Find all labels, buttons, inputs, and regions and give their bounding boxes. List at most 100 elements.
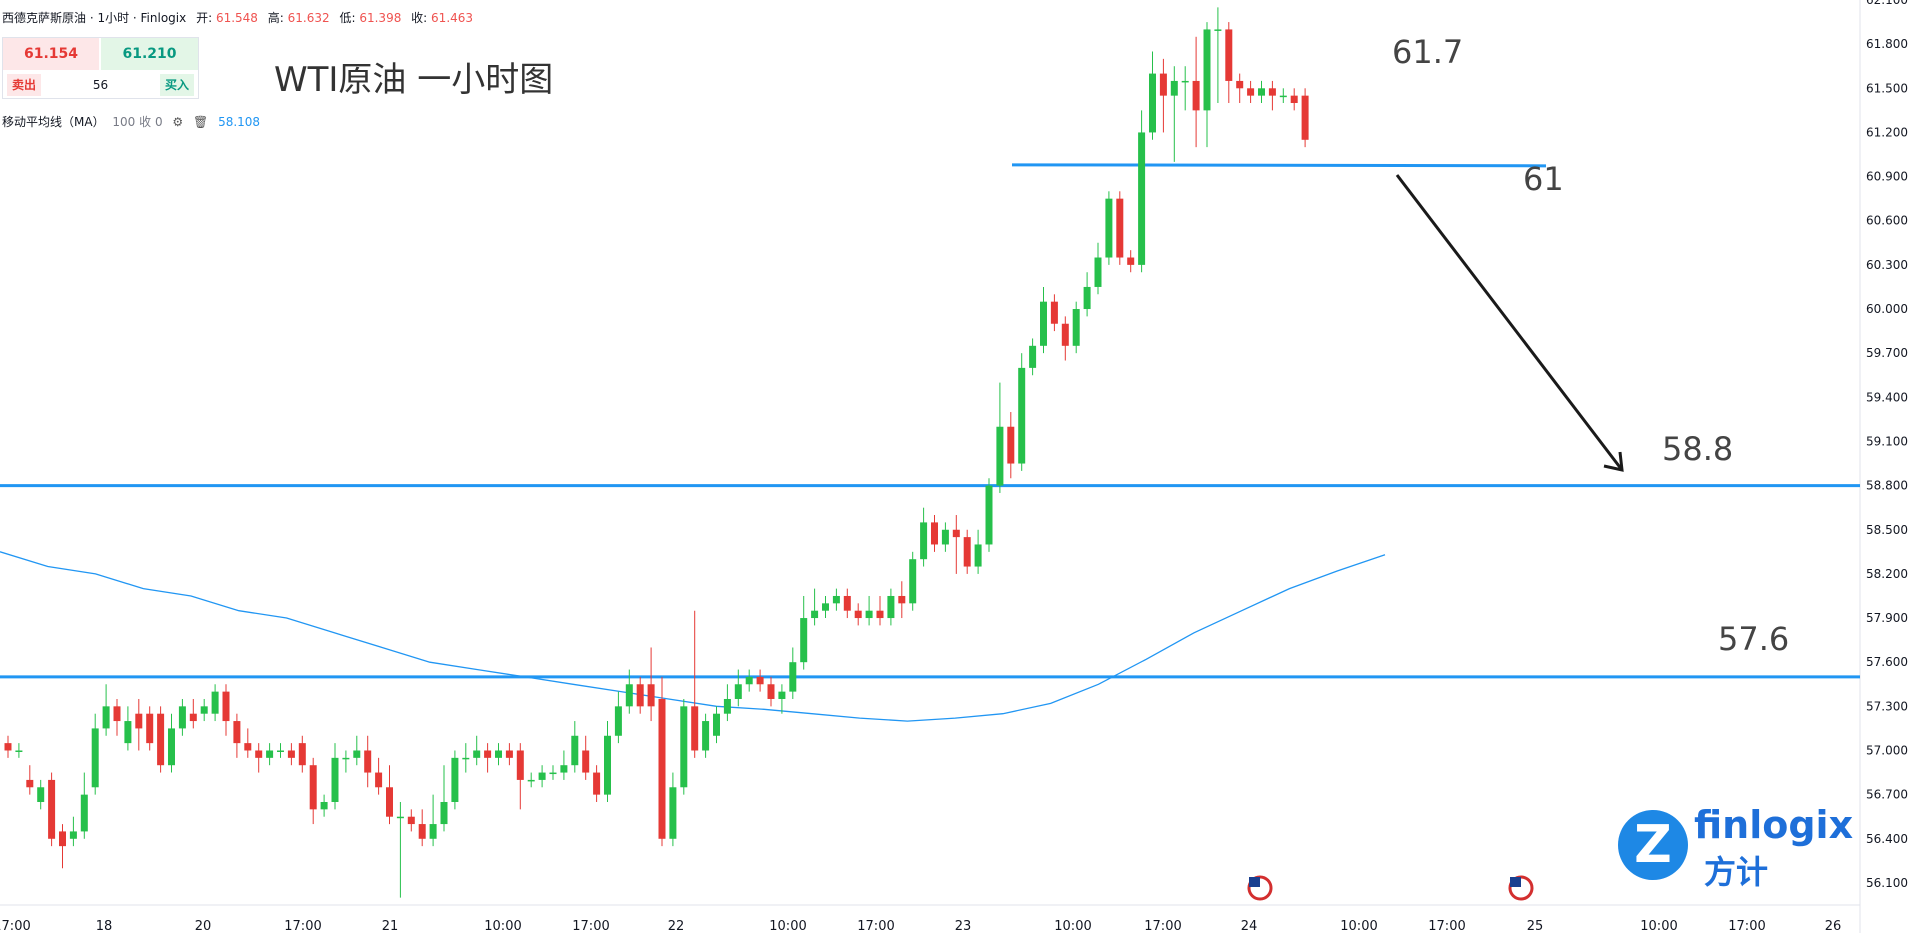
y-tick-label: 56.700 — [1866, 788, 1908, 802]
candle-up — [887, 595, 895, 619]
y-tick-label: 56.100 — [1866, 876, 1908, 890]
candle-down — [48, 779, 56, 839]
candle-down — [189, 713, 197, 722]
low-value: 61.398 — [359, 11, 402, 25]
settings-icon[interactable]: ⚙ — [172, 115, 184, 129]
candle-up — [734, 684, 742, 699]
candle-up — [266, 750, 274, 758]
trade-panel: 61.154 61.210 卖出 56 买入 — [2, 37, 199, 99]
x-tick-label: 10:00 — [1640, 919, 1677, 933]
y-tick-label: 58.200 — [1866, 567, 1908, 581]
y-tick-label: 59.400 — [1866, 390, 1908, 404]
candle-up — [1138, 132, 1146, 265]
candle-down — [1192, 80, 1200, 111]
candle-up — [800, 618, 808, 663]
candle-up — [1214, 29, 1222, 31]
candle-down — [375, 772, 383, 788]
open-value: 61.548 — [215, 11, 258, 25]
y-tick-label: 60.000 — [1866, 302, 1908, 316]
y-tick-label: 61.500 — [1866, 81, 1908, 95]
candle-down — [146, 713, 154, 744]
candle-up — [462, 757, 470, 760]
candle-up — [211, 691, 219, 714]
y-tick-label: 57.900 — [1866, 611, 1908, 625]
candle-up — [789, 662, 797, 692]
candle-up — [996, 426, 1004, 486]
x-tick-label: 17:00 — [1428, 919, 1465, 933]
candle-down — [1290, 95, 1298, 104]
candle-down — [854, 610, 862, 619]
x-tick-label: 18 — [96, 919, 113, 933]
candle-up — [102, 706, 110, 729]
x-tick-label: 10:00 — [769, 919, 806, 933]
candle-up — [909, 559, 917, 604]
indicator-name: 移动平均线（MA） — [2, 115, 105, 129]
candle-down — [4, 743, 12, 751]
candle-up — [277, 750, 284, 752]
candle-down — [756, 676, 764, 685]
x-tick-label: 23 — [955, 919, 972, 933]
buy-price[interactable]: 61.210 — [101, 38, 198, 70]
candle-down — [1301, 95, 1309, 140]
candle-up — [832, 595, 840, 604]
candle-down — [582, 750, 590, 773]
x-tick-label: 17:00 — [0, 919, 31, 933]
y-tick-label: 61.800 — [1866, 37, 1908, 51]
delete-icon[interactable]: 🗑 — [193, 115, 209, 129]
y-tick-label: 58.500 — [1866, 523, 1908, 537]
symbol-name: 西德克萨斯原油 · 1小时 · Finlogix — [2, 11, 187, 25]
candle-up — [865, 610, 873, 619]
candle-up — [440, 801, 448, 825]
candle-up — [1040, 301, 1047, 346]
sell-button[interactable]: 卖出 — [7, 74, 41, 96]
candle-up — [745, 676, 753, 685]
candle-up — [15, 750, 23, 752]
candle-down — [59, 831, 66, 847]
close-label: 收: — [411, 11, 428, 25]
candle-up — [702, 721, 710, 751]
chart-title: WTI原油 一小时图 — [274, 60, 554, 100]
y-tick-label: 61.200 — [1866, 125, 1908, 139]
candle-up — [200, 706, 208, 714]
candle-up — [811, 610, 819, 619]
candle-up — [1203, 29, 1211, 111]
candle-up — [669, 787, 677, 839]
buy-button[interactable]: 买入 — [160, 74, 194, 96]
candle-up — [1279, 95, 1287, 98]
y-tick-label: 58.800 — [1866, 479, 1908, 493]
spread-value: 56 — [92, 78, 109, 92]
resistance-segment-line — [1011, 163, 1547, 168]
candle-down — [691, 706, 699, 751]
arrow-head-icon — [1603, 451, 1624, 472]
candle-up — [353, 750, 361, 758]
candle-down — [1247, 88, 1255, 96]
candle-up — [80, 794, 88, 832]
candle-down — [1268, 88, 1276, 96]
level-annotation: 61.7 — [1392, 33, 1463, 71]
candle-up — [1083, 286, 1091, 310]
high-value: 61.632 — [287, 11, 330, 25]
indicator-value: 58.108 — [218, 115, 261, 129]
y-tick-label: 57.600 — [1866, 655, 1908, 669]
candle-up — [614, 706, 622, 736]
x-tick-label: 17:00 — [857, 919, 894, 933]
candle-down — [647, 684, 655, 707]
candle-down — [636, 684, 644, 707]
candle-down — [407, 816, 415, 825]
candle-down — [898, 595, 906, 604]
candle-down — [157, 713, 165, 766]
candle-down — [26, 779, 34, 788]
sell-price[interactable]: 61.154 — [3, 38, 99, 70]
candle-down — [244, 743, 252, 751]
candle-down — [658, 698, 666, 839]
candle-down — [767, 684, 775, 699]
candle-down — [386, 787, 393, 817]
x-tick-label: 17:00 — [1144, 919, 1181, 933]
candle-up — [985, 485, 993, 545]
y-tick-label: 57.000 — [1866, 743, 1908, 757]
flag-canton — [1510, 877, 1521, 887]
y-tick-label: 60.900 — [1866, 170, 1908, 184]
candle-down — [1236, 80, 1244, 89]
candle-up — [69, 831, 77, 839]
